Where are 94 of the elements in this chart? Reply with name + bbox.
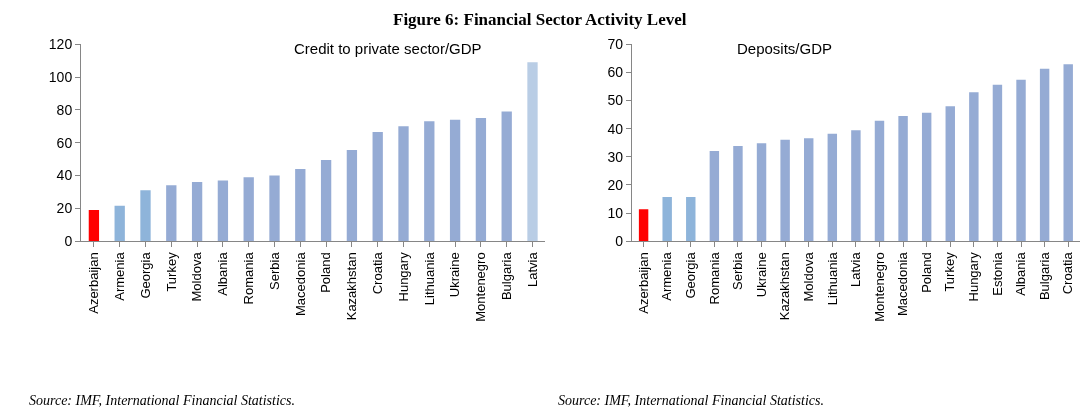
x-tick-label: Bulgaria — [498, 251, 514, 301]
bar — [686, 196, 696, 242]
x-tick-label: Kazakhstan — [777, 252, 793, 321]
y-tick-label: 60 — [56, 134, 73, 151]
x-tick-label: Montenegro — [473, 252, 489, 322]
y-tick-label: 70 — [607, 36, 624, 53]
x-tick-label: Bulgaria — [1036, 251, 1052, 301]
x-tick-label: Croatia — [369, 251, 385, 295]
x-tick-label: Georgia — [682, 251, 698, 299]
chart-subtitle: Deposits/GDP — [737, 40, 833, 57]
bar — [88, 209, 100, 242]
x-tick-label: Lithuania — [421, 251, 437, 306]
y-tick-label: 20 — [607, 176, 624, 193]
bar — [945, 106, 955, 242]
x-tick-label: Latvia — [524, 251, 540, 288]
bar — [756, 143, 767, 242]
x-tick-label: Hungary — [395, 251, 411, 302]
x-tick-label: Turkey — [942, 251, 958, 292]
bar — [804, 138, 814, 242]
bar — [921, 112, 932, 242]
bar — [501, 111, 512, 242]
bar — [295, 168, 306, 242]
bar — [969, 92, 979, 242]
bar — [243, 177, 254, 242]
x-tick-label: Azerbaijan — [635, 252, 651, 314]
y-tick-label: 0 — [615, 233, 624, 250]
x-tick-label: Macedonia — [895, 251, 911, 316]
bar — [217, 180, 229, 242]
bar — [372, 132, 383, 242]
x-tick-label: Kazakhstan — [344, 252, 360, 321]
y-tick-label: 40 — [56, 167, 73, 184]
x-tick-label: Montenegro — [871, 252, 887, 322]
bar — [638, 209, 649, 242]
source-note: Source: IMF, International Financial Statistics. — [29, 393, 295, 408]
y-tick-label: 60 — [607, 64, 624, 81]
y-tick-label: 120 — [48, 36, 73, 53]
chart-title: Figure 6: Financial Sector Activity Level — [393, 10, 687, 29]
bar — [424, 121, 435, 242]
bar — [992, 84, 1003, 242]
bar — [827, 133, 838, 242]
bar — [269, 175, 280, 242]
y-tick-label: 80 — [56, 101, 73, 118]
y-tick-label: 30 — [607, 148, 624, 165]
x-tick-label: Serbia — [730, 251, 746, 290]
bar — [851, 130, 861, 242]
x-tick-label: Poland — [318, 252, 334, 293]
y-tick-label: 50 — [607, 92, 624, 109]
x-tick-label: Estonia — [989, 251, 1005, 296]
bar — [874, 120, 885, 242]
bar — [449, 119, 461, 242]
x-tick-label: Poland — [918, 252, 934, 293]
x-tick-label: Armenia — [111, 251, 127, 301]
bar — [1016, 79, 1026, 242]
y-tick-label: 40 — [607, 120, 624, 137]
x-tick-label: Hungary — [966, 251, 982, 302]
bar — [398, 126, 409, 242]
bar — [346, 150, 358, 242]
chart-subtitle: Credit to private sector/GDP — [294, 40, 482, 57]
bar — [114, 205, 125, 242]
y-tick-label: 10 — [607, 204, 624, 221]
x-tick-label: Albania — [215, 251, 231, 296]
bar — [1063, 64, 1073, 242]
bar — [662, 196, 672, 242]
bar — [475, 118, 487, 242]
x-tick-label: Georgia — [137, 251, 153, 299]
source-note: Source: IMF, International Financial Statistics. — [558, 393, 824, 408]
x-tick-label: Azerbaijan — [86, 252, 102, 314]
x-tick-label: Turkey — [163, 251, 179, 292]
x-tick-label: Macedonia — [292, 251, 308, 316]
bar — [733, 146, 743, 242]
y-tick-label: 100 — [48, 68, 73, 85]
bar — [166, 185, 177, 242]
x-tick-label: Moldova — [800, 251, 816, 302]
x-tick-label: Moldova — [189, 251, 205, 302]
bar — [1039, 68, 1050, 242]
bar — [898, 115, 908, 242]
x-tick-label: Armenia — [659, 251, 675, 301]
bar — [780, 139, 790, 242]
x-tick-label: Latvia — [848, 251, 864, 288]
x-tick-label: Lithuania — [824, 251, 840, 306]
x-tick-label: Ukraine — [447, 252, 463, 298]
y-tick-label: 20 — [56, 200, 73, 217]
bar — [320, 159, 332, 242]
y-tick-label: 0 — [64, 233, 73, 250]
bar — [527, 62, 538, 242]
x-tick-label: Albania — [1013, 251, 1029, 296]
bar — [191, 182, 203, 242]
x-tick-label: Croatia — [1060, 251, 1076, 295]
x-tick-label: Serbia — [266, 251, 282, 290]
bar — [709, 151, 720, 242]
bar — [140, 190, 151, 242]
x-tick-label: Ukraine — [753, 252, 769, 298]
x-tick-label: Romania — [240, 251, 256, 305]
x-tick-label: Romania — [706, 251, 722, 305]
